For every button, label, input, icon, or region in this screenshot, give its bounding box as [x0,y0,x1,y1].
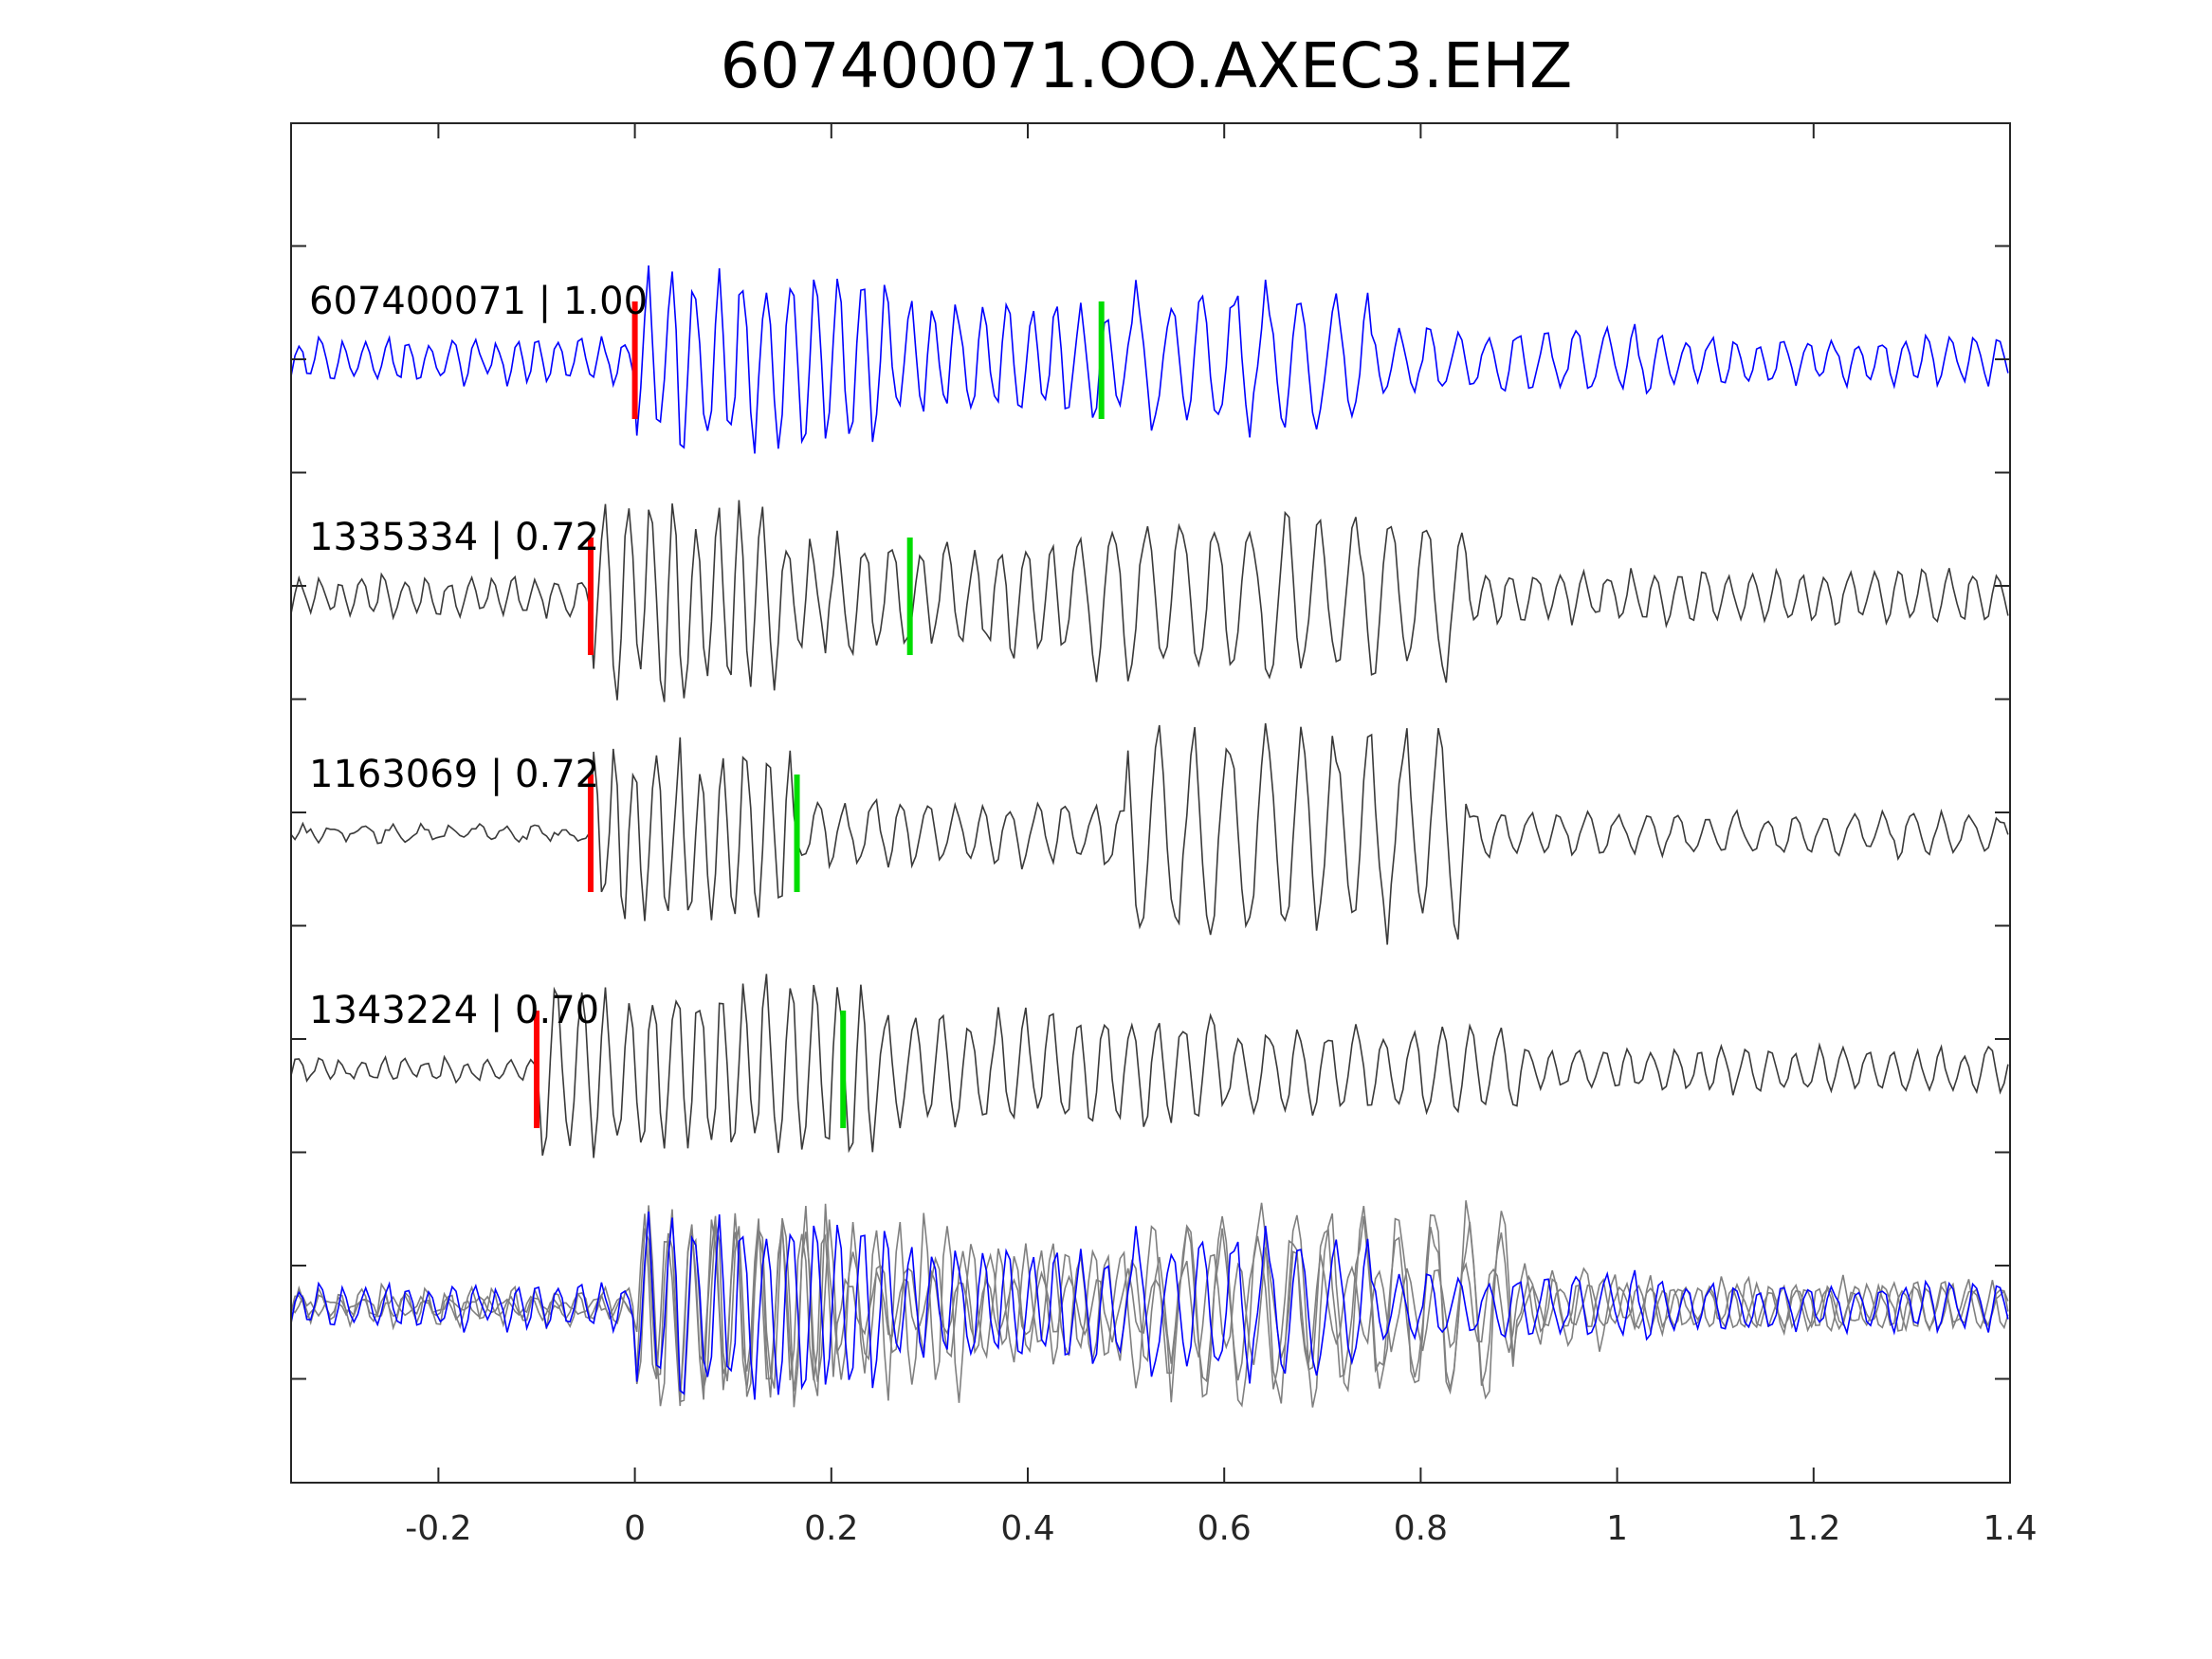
chart-title: 607400071.OO.AXEC3.EHZ [721,29,1573,102]
trace-labels-layer: 607400071 | 1.00 1335334 | 0.72 1163069 | … [309,280,648,1032]
x-tick-label: -0.2 [405,1509,471,1548]
overlay-trace-607400071 [290,1212,2009,1400]
overlay-trace-1163069 [290,1200,2009,1408]
trace-label-1343224: 1343224 | 0.70 [309,989,599,1032]
picks-layer [534,301,1105,1128]
waveform-trace-607400071 [290,265,2009,454]
ticks-layer: -0.2 0 0.2 0.4 0.6 0.8 1 1.2 1.4 [291,123,2038,1548]
x-tick-label: 0.4 [1000,1509,1054,1548]
trace-label-1163069: 1163069 | 0.72 [309,753,599,796]
waveform-trace-1335334 [290,500,2009,702]
traces-layer [290,265,2009,1408]
waveform-trace-1163069 [290,722,2009,945]
x-tick-label: 1.4 [1983,1509,2037,1548]
x-tick-label: 0.8 [1394,1509,1448,1548]
waveform-trace-1343224 [290,974,2009,1158]
trace-label-607400071: 607400071 | 1.00 [309,280,648,323]
x-tick-label: 1.2 [1786,1509,1840,1548]
overlay-trace-1335334 [290,1203,2009,1408]
x-tick-label: 0.2 [804,1509,858,1548]
x-tick-label: 0 [624,1509,646,1548]
trace-label-1335334: 1335334 | 0.72 [309,516,599,559]
x-tick-label: 1 [1606,1509,1628,1548]
x-tick-label: 0.6 [1197,1509,1252,1548]
axes-box [290,122,2011,1484]
